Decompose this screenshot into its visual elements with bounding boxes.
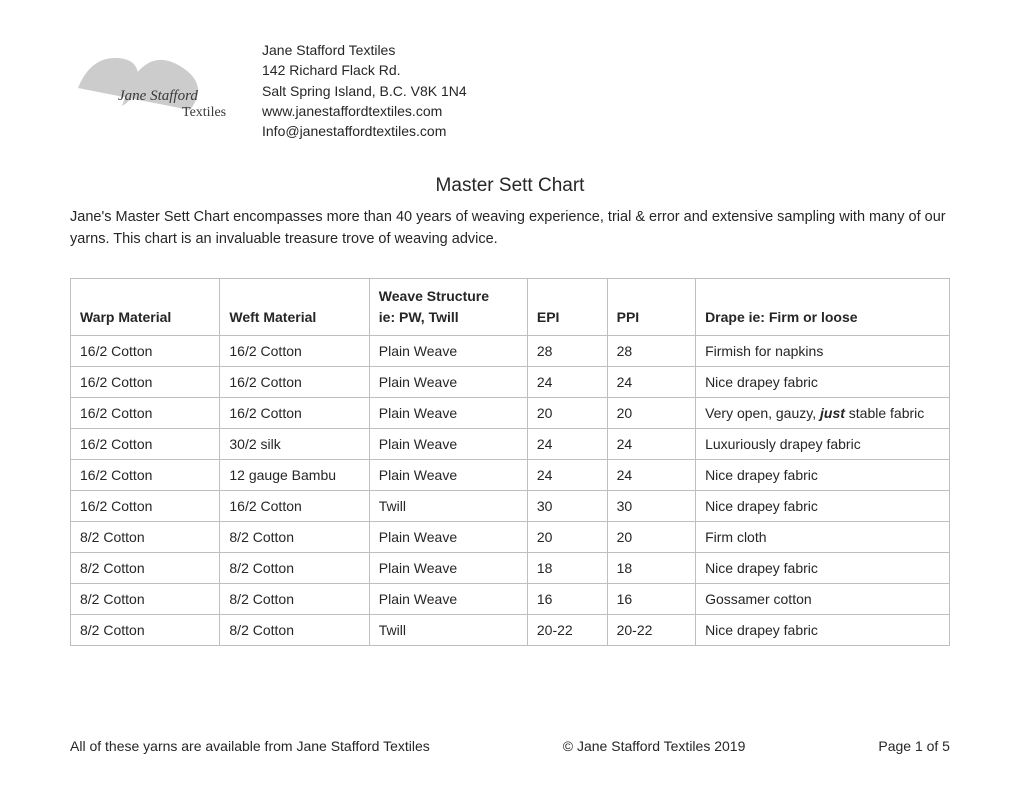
cell-epi: 24 xyxy=(527,459,607,490)
footer-left: All of these yarns are available from Ja… xyxy=(70,738,430,754)
cell-warp: 8/2 Cotton xyxy=(71,552,220,583)
footer: All of these yarns are available from Ja… xyxy=(70,738,950,754)
cell-epi: 24 xyxy=(527,428,607,459)
cell-epi: 24 xyxy=(527,366,607,397)
footer-right: Page 1 of 5 xyxy=(878,738,950,754)
table-row: 8/2 Cotton8/2 CottonTwill20-2220-22Nice … xyxy=(71,614,950,645)
cell-weave: Plain Weave xyxy=(369,552,527,583)
cell-warp: 16/2 Cotton xyxy=(71,366,220,397)
cell-weave: Plain Weave xyxy=(369,428,527,459)
cell-weft: 8/2 Cotton xyxy=(220,552,369,583)
table-row: 8/2 Cotton8/2 CottonPlain Weave1818Nice … xyxy=(71,552,950,583)
logo-text-sub: Textiles xyxy=(182,105,226,120)
contact-website: www.janestaffordtextiles.com xyxy=(262,101,467,121)
column-header-epi: EPI xyxy=(527,278,607,335)
cell-epi: 20-22 xyxy=(527,614,607,645)
cell-ppi: 20 xyxy=(607,521,695,552)
cell-drape: Gossamer cotton xyxy=(696,583,950,614)
cell-ppi: 28 xyxy=(607,335,695,366)
cell-drape: Firm cloth xyxy=(696,521,950,552)
cell-warp: 8/2 Cotton xyxy=(71,521,220,552)
table-row: 8/2 Cotton8/2 CottonPlain Weave2020Firm … xyxy=(71,521,950,552)
table-row: 16/2 Cotton16/2 CottonPlain Weave2828Fir… xyxy=(71,335,950,366)
cell-weft: 16/2 Cotton xyxy=(220,397,369,428)
cell-ppi: 30 xyxy=(607,490,695,521)
table-row: 16/2 Cotton16/2 CottonPlain Weave2424Nic… xyxy=(71,366,950,397)
cell-weave: Plain Weave xyxy=(369,521,527,552)
contact-address1: 142 Richard Flack Rd. xyxy=(262,60,467,80)
cell-warp: 16/2 Cotton xyxy=(71,335,220,366)
column-header-ppi: PPI xyxy=(607,278,695,335)
cell-weave: Twill xyxy=(369,490,527,521)
cell-weave: Plain Weave xyxy=(369,366,527,397)
table-row: 16/2 Cotton30/2 silkPlain Weave2424Luxur… xyxy=(71,428,950,459)
cell-drape: Nice drapey fabric xyxy=(696,614,950,645)
cell-weft: 8/2 Cotton xyxy=(220,521,369,552)
cell-epi: 30 xyxy=(527,490,607,521)
cell-warp: 16/2 Cotton xyxy=(71,459,220,490)
page-title: Master Sett Chart xyxy=(70,175,950,197)
column-header-weft: Weft Material xyxy=(220,278,369,335)
cell-weave: Plain Weave xyxy=(369,583,527,614)
contact-name: Jane Stafford Textiles xyxy=(262,40,467,60)
logo-text-main: Jane Stafford xyxy=(118,88,198,104)
cell-ppi: 16 xyxy=(607,583,695,614)
intro-paragraph: Jane's Master Sett Chart encompasses mor… xyxy=(70,207,950,249)
column-header-warp: Warp Material xyxy=(71,278,220,335)
cell-weft: 8/2 Cotton xyxy=(220,583,369,614)
cell-ppi: 24 xyxy=(607,428,695,459)
cell-drape: Nice drapey fabric xyxy=(696,490,950,521)
cell-drape: Luxuriously drapey fabric xyxy=(696,428,950,459)
cell-drape: Nice drapey fabric xyxy=(696,552,950,583)
cell-drape: Very open, gauzy, just stable fabric xyxy=(696,397,950,428)
contact-email: Info@janestaffordtextiles.com xyxy=(262,121,467,141)
logo: Jane Stafford Textiles xyxy=(70,38,240,128)
cell-warp: 8/2 Cotton xyxy=(71,614,220,645)
column-header-weave: Weave Structureie: PW, Twill xyxy=(369,278,527,335)
cell-weave: Plain Weave xyxy=(369,335,527,366)
cell-epi: 28 xyxy=(527,335,607,366)
cell-weave: Plain Weave xyxy=(369,459,527,490)
cell-weave: Plain Weave xyxy=(369,397,527,428)
cell-ppi: 24 xyxy=(607,459,695,490)
column-header-drape: Drape ie: Firm or loose xyxy=(696,278,950,335)
cell-warp: 16/2 Cotton xyxy=(71,428,220,459)
cell-epi: 20 xyxy=(527,521,607,552)
contact-info: Jane Stafford Textiles 142 Richard Flack… xyxy=(262,38,467,141)
cell-warp: 16/2 Cotton xyxy=(71,397,220,428)
cell-weave: Twill xyxy=(369,614,527,645)
cell-drape: Firmish for napkins xyxy=(696,335,950,366)
cell-weft: 8/2 Cotton xyxy=(220,614,369,645)
cell-epi: 20 xyxy=(527,397,607,428)
footer-center: © Jane Stafford Textiles 2019 xyxy=(563,738,746,754)
cell-ppi: 18 xyxy=(607,552,695,583)
cell-epi: 18 xyxy=(527,552,607,583)
table-body: 16/2 Cotton16/2 CottonPlain Weave2828Fir… xyxy=(71,335,950,645)
table-header: Warp MaterialWeft MaterialWeave Structur… xyxy=(71,278,950,335)
cell-ppi: 20-22 xyxy=(607,614,695,645)
cell-warp: 16/2 Cotton xyxy=(71,490,220,521)
header-block: Jane Stafford Textiles Jane Stafford Tex… xyxy=(70,38,950,141)
table-row: 16/2 Cotton12 gauge BambuPlain Weave2424… xyxy=(71,459,950,490)
cell-ppi: 20 xyxy=(607,397,695,428)
cell-weft: 16/2 Cotton xyxy=(220,335,369,366)
cell-ppi: 24 xyxy=(607,366,695,397)
cell-drape: Nice drapey fabric xyxy=(696,366,950,397)
cell-warp: 8/2 Cotton xyxy=(71,583,220,614)
cell-weft: 30/2 silk xyxy=(220,428,369,459)
table-row: 16/2 Cotton16/2 CottonTwill3030Nice drap… xyxy=(71,490,950,521)
sett-table: Warp MaterialWeft MaterialWeave Structur… xyxy=(70,278,950,646)
table-row: 16/2 Cotton16/2 CottonPlain Weave2020Ver… xyxy=(71,397,950,428)
cell-weft: 16/2 Cotton xyxy=(220,490,369,521)
cell-drape: Nice drapey fabric xyxy=(696,459,950,490)
cell-weft: 12 gauge Bambu xyxy=(220,459,369,490)
cell-weft: 16/2 Cotton xyxy=(220,366,369,397)
cell-epi: 16 xyxy=(527,583,607,614)
table-row: 8/2 Cotton8/2 CottonPlain Weave1616Gossa… xyxy=(71,583,950,614)
contact-address2: Salt Spring Island, B.C. V8K 1N4 xyxy=(262,81,467,101)
